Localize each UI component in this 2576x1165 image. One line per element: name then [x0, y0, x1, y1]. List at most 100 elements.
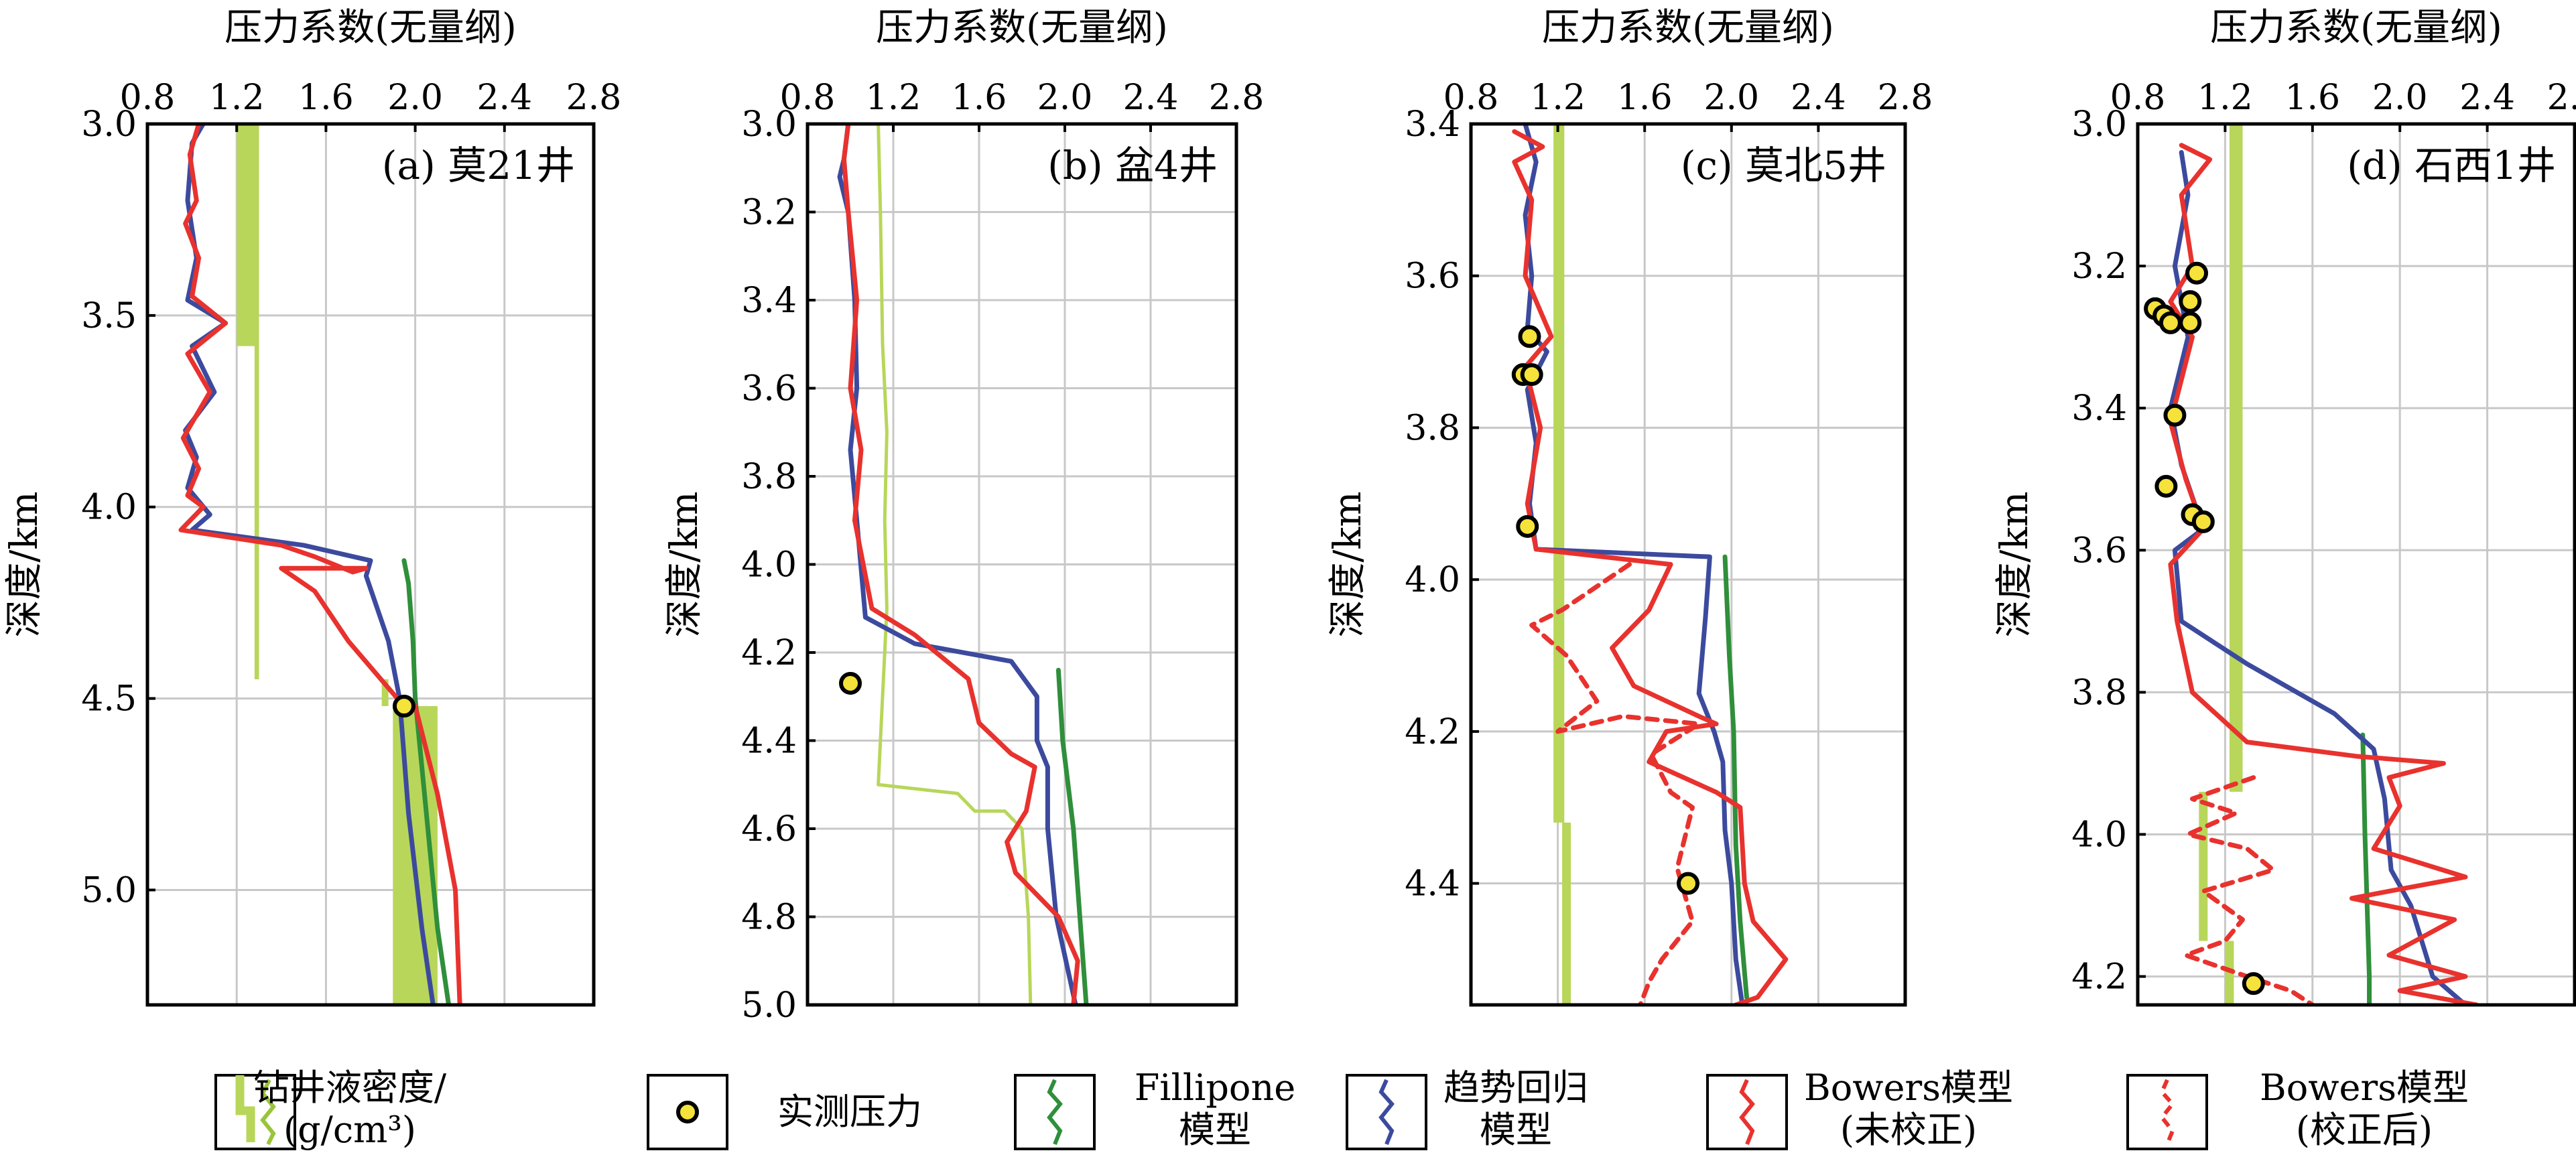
- y-tick-label: 4.6: [741, 809, 797, 849]
- x-tick-label: 1.6: [298, 78, 354, 118]
- y-tick-label: 3.2: [741, 193, 797, 233]
- x-tick-label: 1.2: [2197, 78, 2253, 118]
- legend-bowers-raw-label-2: (未校正): [1840, 1109, 1977, 1151]
- measured-point: [2242, 972, 2265, 996]
- measured-point: [392, 695, 415, 718]
- plot-area: [178, 124, 462, 1005]
- legend-item-bowers-corrected: Bowers模型 (校正后): [2126, 1067, 2469, 1151]
- legend-box: [1346, 1074, 1427, 1150]
- y-tick-label: 4.0: [2071, 815, 2127, 855]
- series-bowers-raw-line: [841, 124, 1080, 1005]
- legend-mud-label: 钻井液密度/: [253, 1067, 447, 1109]
- y-tick-label: 4.8: [741, 898, 797, 938]
- plot-area: [1511, 124, 1789, 1005]
- y-tick-label: 4.0: [81, 488, 137, 528]
- x-tick-label: 2.0: [2372, 78, 2428, 118]
- panel-label: (a) 莫21井: [382, 143, 575, 188]
- x-tick-label: 1.6: [2284, 78, 2340, 118]
- series-fillipone-line: [1722, 554, 1749, 1000]
- y-tick-label: 3.6: [2071, 531, 2127, 571]
- legend-bowers-corrected-label: Bowers模型: [2260, 1067, 2469, 1109]
- y-tick-label: 3.0: [2071, 105, 2127, 145]
- y-tick-label: 3.8: [1405, 408, 1460, 448]
- legend-bowers-corrected-label-2: (校正后): [2296, 1109, 2433, 1151]
- x-tick-label: 2.4: [1123, 78, 1179, 118]
- legend-mud-unit: (g/cm³): [283, 1109, 416, 1151]
- legend-box: [647, 1074, 728, 1150]
- legend-box: [214, 1074, 296, 1150]
- x-tick-label: 2.8: [1878, 78, 1933, 118]
- legend-fillipone-label: Fillipone: [1135, 1067, 1295, 1109]
- plot-frame: [145, 122, 596, 1007]
- legend-item-trend: 趋势回归 模型: [1346, 1067, 1588, 1151]
- legend-bowers-raw-line-icon: [1739, 1079, 1755, 1146]
- measured-point: [1677, 872, 1699, 895]
- legend-item-mud-density: 钻井液密度/ (g/cm³): [214, 1067, 447, 1151]
- y-tick-label: 3.6: [741, 369, 797, 409]
- legend-measured-marker-icon: [676, 1101, 699, 1123]
- measured-point: [1516, 515, 1539, 538]
- x-tick-label: 2.4: [1791, 78, 1846, 118]
- panels: 0.8 1.2 1.6 2.0 2.4 2.8 3.0 3.5 4.0 4.5 5.0 压力系数(无量…: [3, 6, 2576, 1026]
- series-mud-density-band: [237, 124, 438, 1005]
- x-tick-label: 2.8: [566, 78, 622, 118]
- legend: 钻井液密度/ (g/cm³) 实测压力 Fillipone 模型 趋势回归 模型…: [214, 1067, 2469, 1151]
- legend-box: [1706, 1074, 1788, 1150]
- measured-point: [2159, 311, 2182, 334]
- legend-mud-bar-icon: [235, 1075, 255, 1142]
- series-mud-density-band: [1553, 124, 1571, 1005]
- y-tick-label: 3.6: [1405, 257, 1460, 297]
- y-tick-label: 3.0: [741, 105, 797, 145]
- panel-label: (b) 盆4井: [1047, 143, 1218, 188]
- x-tick-label: 2.0: [1037, 78, 1093, 118]
- series-trend-line: [183, 124, 436, 1005]
- series-trend-line: [2168, 149, 2468, 1005]
- x-tick-label: 1.2: [209, 78, 265, 118]
- y-tick-label: 3.4: [741, 281, 797, 321]
- y-tick-label: 4.2: [2071, 957, 2127, 998]
- x-tick-label: 0.8: [2110, 78, 2166, 118]
- measured-point: [2191, 510, 2215, 533]
- y-tick-label: 3.2: [2071, 247, 2127, 287]
- panel-1: 0.8 1.2 1.6 2.0 2.4 2.8 3.0 3.5 4.0 4.5 5.0 压力系数(无量…: [3, 6, 622, 1007]
- legend-mud-line-icon: [260, 1079, 276, 1146]
- plot-area: [2144, 124, 2479, 1005]
- series-fillipone-line: [2360, 732, 2372, 1005]
- panel-4: 0.8 1.2 1.6 2.0 2.4 2.8 3.0 3.2 3.4 3.6 3.8 4.0 4.2 压…: [1993, 6, 2576, 1007]
- measured-point: [2163, 403, 2187, 427]
- y-tick-label: 4.4: [1405, 864, 1460, 904]
- y-tick-label: 4.2: [741, 633, 797, 673]
- legend-fillipone-label-2: 模型: [1179, 1109, 1251, 1151]
- x-axis-title: 压力系数(无量纲): [1542, 6, 1834, 50]
- y-tick-label: 3.5: [81, 296, 137, 336]
- y-tick-label: 4.4: [741, 722, 797, 762]
- measured-point: [2154, 474, 2178, 498]
- y-axis-title: 深度/km: [1993, 492, 2037, 638]
- y-axis-title: 深度/km: [3, 492, 46, 638]
- legend-item-fillipone: Fillipone 模型: [1014, 1067, 1295, 1151]
- panel-label: (d) 石西1井: [2347, 143, 2556, 188]
- legend-box: [2126, 1074, 2208, 1150]
- y-tick-label: 5.0: [741, 985, 797, 1026]
- x-tick-label: 1.2: [866, 78, 921, 118]
- legend-trend-label-2: 模型: [1480, 1109, 1552, 1151]
- series-mud-density-band: [2199, 124, 2243, 1005]
- panel-2: 0.8 1.2 1.6 2.0 2.4 2.8 3.0 3.2 3.4 3.6 3.8 4.0 4.2 4…: [663, 6, 1264, 1026]
- y-tick-label: 4.0: [1405, 560, 1460, 600]
- measured-point: [2179, 290, 2202, 314]
- legend-fillipone-line-icon: [1047, 1079, 1063, 1146]
- y-axis-title: 深度/km: [1326, 492, 1370, 638]
- legend-item-measured: 实测压力: [647, 1074, 922, 1150]
- measured-point: [839, 672, 862, 695]
- series-bowers-raw-line: [1512, 129, 1789, 1005]
- y-tick-label: 3.0: [81, 105, 137, 145]
- x-tick-label: 0.8: [120, 78, 176, 118]
- measured-point: [2185, 261, 2209, 285]
- x-tick-label: 2.4: [2459, 78, 2515, 118]
- plot-area: [837, 124, 1089, 1005]
- y-tick-label: 3.8: [741, 457, 797, 497]
- panel-label: (c) 莫北5井: [1681, 143, 1886, 188]
- y-tick-label: 3.8: [2071, 673, 2127, 713]
- x-tick-label: 2.0: [1703, 78, 1759, 118]
